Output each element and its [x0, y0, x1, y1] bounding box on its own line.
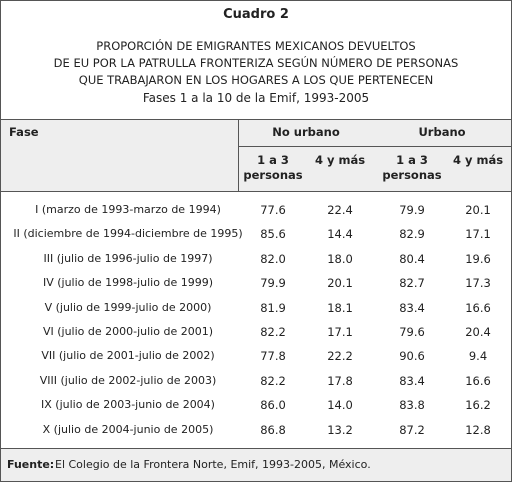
cell: 14.4 [327, 227, 353, 242]
cell: 82.9 [399, 227, 425, 242]
cell: 22.2 [327, 349, 353, 364]
title-line: DE EU POR LA PATRULLA FRONTERIZA SEGÚN N… [53, 56, 459, 70]
cell: 17.3 [465, 276, 491, 291]
cell: 9.4 [468, 349, 488, 364]
cell: 17.8 [327, 373, 353, 388]
cell: 83.4 [399, 373, 425, 388]
header-subcolumn: 1 a 3 personas [243, 153, 303, 182]
header-fase: Fase [9, 125, 39, 139]
header-subcolumn: 4 y más [452, 153, 504, 167]
title-line: QUE TRABAJARON EN LOS HOGARES A LOS QUE … [78, 73, 434, 87]
cell: 19.6 [465, 251, 491, 266]
cell: 80.4 [399, 251, 425, 266]
cell: 13.2 [327, 422, 353, 437]
cell: 18.0 [327, 251, 353, 266]
cell: 83.4 [399, 300, 425, 315]
cell: 22.4 [327, 203, 353, 217]
row-label: VIII (julio de 2002-julio de 2003) [39, 373, 217, 387]
header-bg [1, 119, 511, 191]
cell: 86.0 [260, 398, 286, 413]
cell: 20.4 [465, 325, 491, 339]
title-line: PROPORCIÓN DE EMIGRANTES MEXICANOS DEVUE… [96, 39, 416, 53]
row-label: I (marzo de 1993-marzo de 1994) [35, 203, 221, 216]
cell: 90.6 [399, 349, 425, 364]
cell: 82.0 [260, 251, 286, 266]
cell: 20.1 [327, 276, 353, 291]
row-label: III (julio de 1996-julio de 1997) [43, 251, 213, 265]
footer-bg [1, 448, 511, 481]
cell: 77.8 [260, 349, 286, 364]
cell: 79.9 [260, 276, 286, 291]
row-label: X (julio de 2004-junio de 2005) [42, 422, 214, 436]
row-label: VII (julio de 2001-julio de 2002) [41, 349, 215, 363]
rule [1, 119, 511, 120]
cell: 82.2 [260, 373, 286, 388]
row-label: IV (julio de 1998-julio de 1999) [42, 276, 214, 290]
cell: 87.2 [399, 422, 425, 437]
row-label: IX (julio de 2003-junio de 2004) [41, 398, 215, 412]
cell: 16.6 [465, 373, 491, 388]
footer-text: El Colegio de la Frontera Norte, Emif, 1… [55, 458, 371, 471]
cell: 17.1 [327, 325, 353, 339]
cell: 86.8 [260, 422, 286, 437]
rule [1, 448, 511, 449]
cell: 82.7 [399, 276, 425, 291]
cell: 14.0 [327, 398, 353, 413]
cell: 16.6 [465, 300, 491, 315]
cell: 17.1 [465, 227, 491, 242]
cell: 18.1 [327, 300, 353, 315]
row-label: V (julio de 1999-julio de 2000) [44, 300, 212, 314]
cell: 83.8 [399, 398, 425, 413]
cell: 79.6 [399, 325, 425, 339]
rule [238, 146, 511, 147]
cell: 12.8 [465, 422, 491, 437]
header-subcolumn: 1 a 3 personas [382, 153, 442, 182]
header-group: No urbano [272, 125, 340, 139]
subtitle: Fases 1 a la 10 de la Emif, 1993-2005 [142, 91, 370, 105]
cell: 85.6 [260, 227, 286, 242]
cell: 77.6 [260, 203, 286, 217]
rule [238, 119, 239, 191]
row-label: II (diciembre de 1994-diciembre de 1995) [13, 227, 243, 241]
footer-label: Fuente: [7, 458, 55, 471]
header-subcolumn: 4 y más [314, 153, 366, 167]
header-group: Urbano [418, 125, 466, 139]
title-label: Cuadro 2 [223, 7, 289, 22]
cell: 81.9 [260, 300, 286, 315]
row-label: VI (julio de 2000-julio de 2001) [42, 325, 214, 338]
cell: 20.1 [465, 203, 491, 217]
rule [1, 191, 511, 192]
cell: 79.9 [399, 203, 425, 217]
cell: 16.2 [465, 398, 491, 413]
cell: 82.2 [260, 325, 286, 339]
